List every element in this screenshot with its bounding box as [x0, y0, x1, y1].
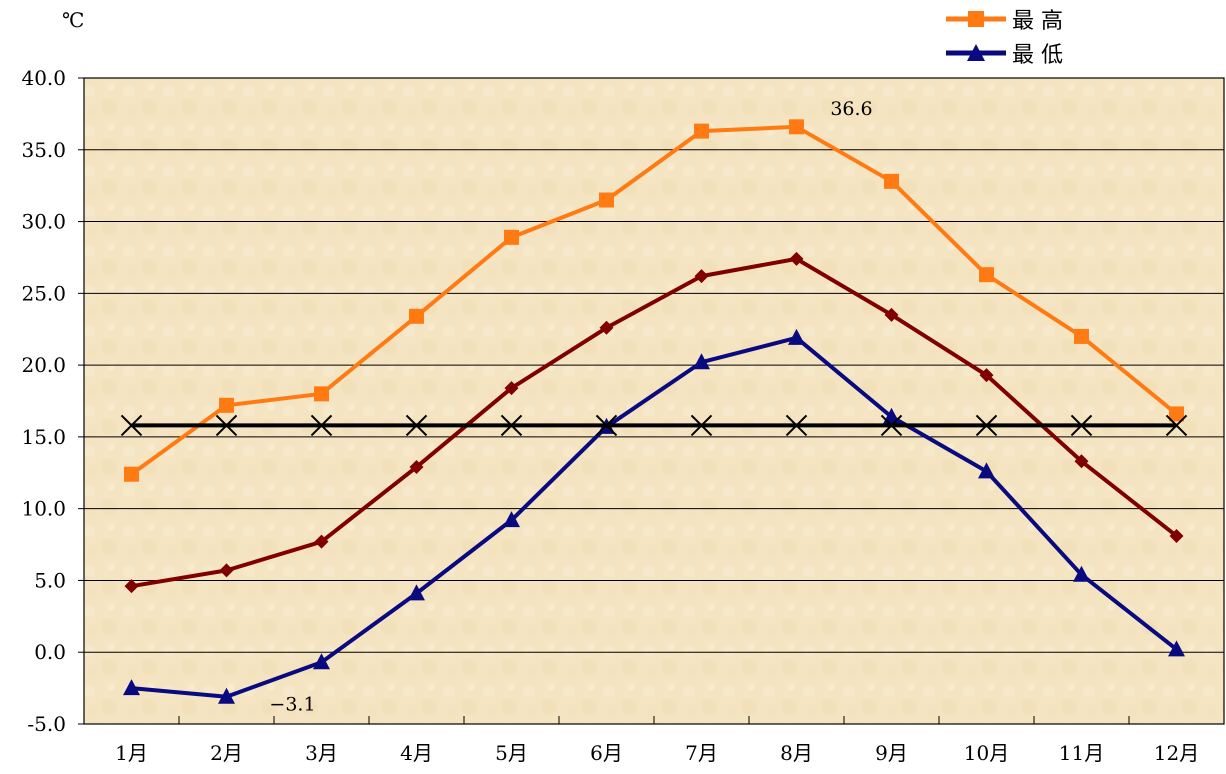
series-line [131, 256, 1178, 589]
data-point [1074, 328, 1089, 344]
legend-item-min: 最 低 [944, 36, 1063, 70]
data-point [218, 687, 235, 704]
data-point [979, 267, 994, 283]
data-point [694, 269, 709, 284]
data-point [1169, 528, 1184, 543]
data-point [504, 381, 519, 396]
x-tick-label: 7月 [685, 741, 718, 765]
y-tick-label: 5.0 [34, 568, 66, 592]
x-tick-labels: 1月 2月 3月 4月 5月 6月 7月 8月 9月 10月 11月 12月 [115, 741, 1199, 765]
data-point [595, 414, 618, 437]
data-point [599, 192, 614, 208]
x-tick-label: 5月 [495, 741, 528, 765]
data-point [215, 414, 238, 437]
data-point [978, 462, 995, 479]
y-tick-label: 20.0 [21, 353, 66, 377]
y-tick-label: 30.0 [21, 210, 66, 234]
data-point [1073, 565, 1090, 582]
x-tick-label: 11月 [1059, 741, 1104, 765]
data-point [1165, 414, 1188, 437]
x-tick-label: 10月 [964, 741, 1009, 765]
data-point [120, 414, 143, 437]
legend-item-max: 最 高 [944, 2, 1063, 36]
y-tick-label: 10.0 [21, 497, 66, 521]
series-2 [123, 328, 1185, 704]
series-layer [120, 119, 1188, 704]
data-point [314, 386, 329, 402]
data-point [310, 414, 333, 437]
triangle-marker-icon [946, 44, 1006, 61]
y-tick-label: 0.0 [34, 640, 66, 664]
data-point [693, 353, 710, 370]
data-point [788, 328, 805, 345]
data-point [504, 229, 519, 245]
data-label: 36.6 [830, 98, 872, 120]
data-point [408, 584, 425, 601]
x-tick-label: 2月 [210, 741, 243, 765]
data-point [979, 368, 994, 383]
series-line [130, 124, 1178, 476]
y-tick-label: 25.0 [21, 281, 66, 305]
data-point [975, 414, 998, 437]
legend-marker-min [967, 44, 985, 61]
annotations: 36.6 −3.1 [269, 98, 872, 716]
y-axis-unit-label: ℃ [62, 8, 85, 32]
data-point [880, 414, 903, 437]
legend-label-min: 最 低 [1012, 43, 1063, 68]
data-point [409, 460, 424, 475]
y-tick-label: 40.0 [21, 66, 66, 90]
x-tick-label: 9月 [875, 741, 908, 765]
data-point [1168, 640, 1185, 657]
data-point [409, 308, 424, 324]
series-1 [124, 251, 1184, 594]
x-tick-label: 8月 [780, 741, 813, 765]
y-tick-label: -5.0 [27, 712, 66, 736]
data-point [884, 173, 899, 189]
data-label: −3.1 [269, 694, 315, 716]
x-tick-label: 3月 [305, 741, 338, 765]
data-point [1070, 414, 1093, 437]
data-point [789, 251, 804, 266]
data-point [1074, 454, 1089, 469]
data-point [219, 397, 234, 413]
series-line [131, 335, 1178, 699]
data-point [599, 320, 614, 335]
x-tick-label: 4月 [400, 741, 433, 765]
series-0 [124, 119, 1184, 482]
data-point [124, 466, 139, 482]
data-point [884, 307, 899, 322]
x-tick-label: 12月 [1154, 741, 1199, 765]
axes [83, 77, 1225, 725]
data-point [313, 653, 330, 670]
gridlines [78, 77, 1224, 725]
data-point [500, 414, 523, 437]
data-point [219, 563, 234, 578]
y-tick-label: 35.0 [21, 138, 66, 162]
x-tick-label: 6月 [590, 741, 623, 765]
series-3 [120, 414, 1188, 437]
square-marker-icon [946, 11, 1006, 27]
data-point [785, 414, 808, 437]
legend: 最 高 最 低 [944, 2, 1063, 70]
data-point [314, 534, 329, 549]
legend-marker-max [968, 11, 984, 27]
data-point [123, 679, 140, 696]
data-point [690, 414, 713, 437]
x-tick-label: 1月 [115, 741, 148, 765]
data-point [503, 511, 520, 528]
y-tick-labels: 40.0 35.0 30.0 25.0 20.0 15.0 10.0 5.0 0.0 -5.0 [21, 66, 66, 736]
data-point [1169, 406, 1184, 422]
legend-label-max: 最 高 [1012, 9, 1063, 34]
y-tick-label: 15.0 [21, 425, 66, 449]
data-point [694, 123, 709, 139]
data-point [789, 119, 804, 135]
data-point [405, 414, 428, 437]
data-point [124, 579, 139, 594]
